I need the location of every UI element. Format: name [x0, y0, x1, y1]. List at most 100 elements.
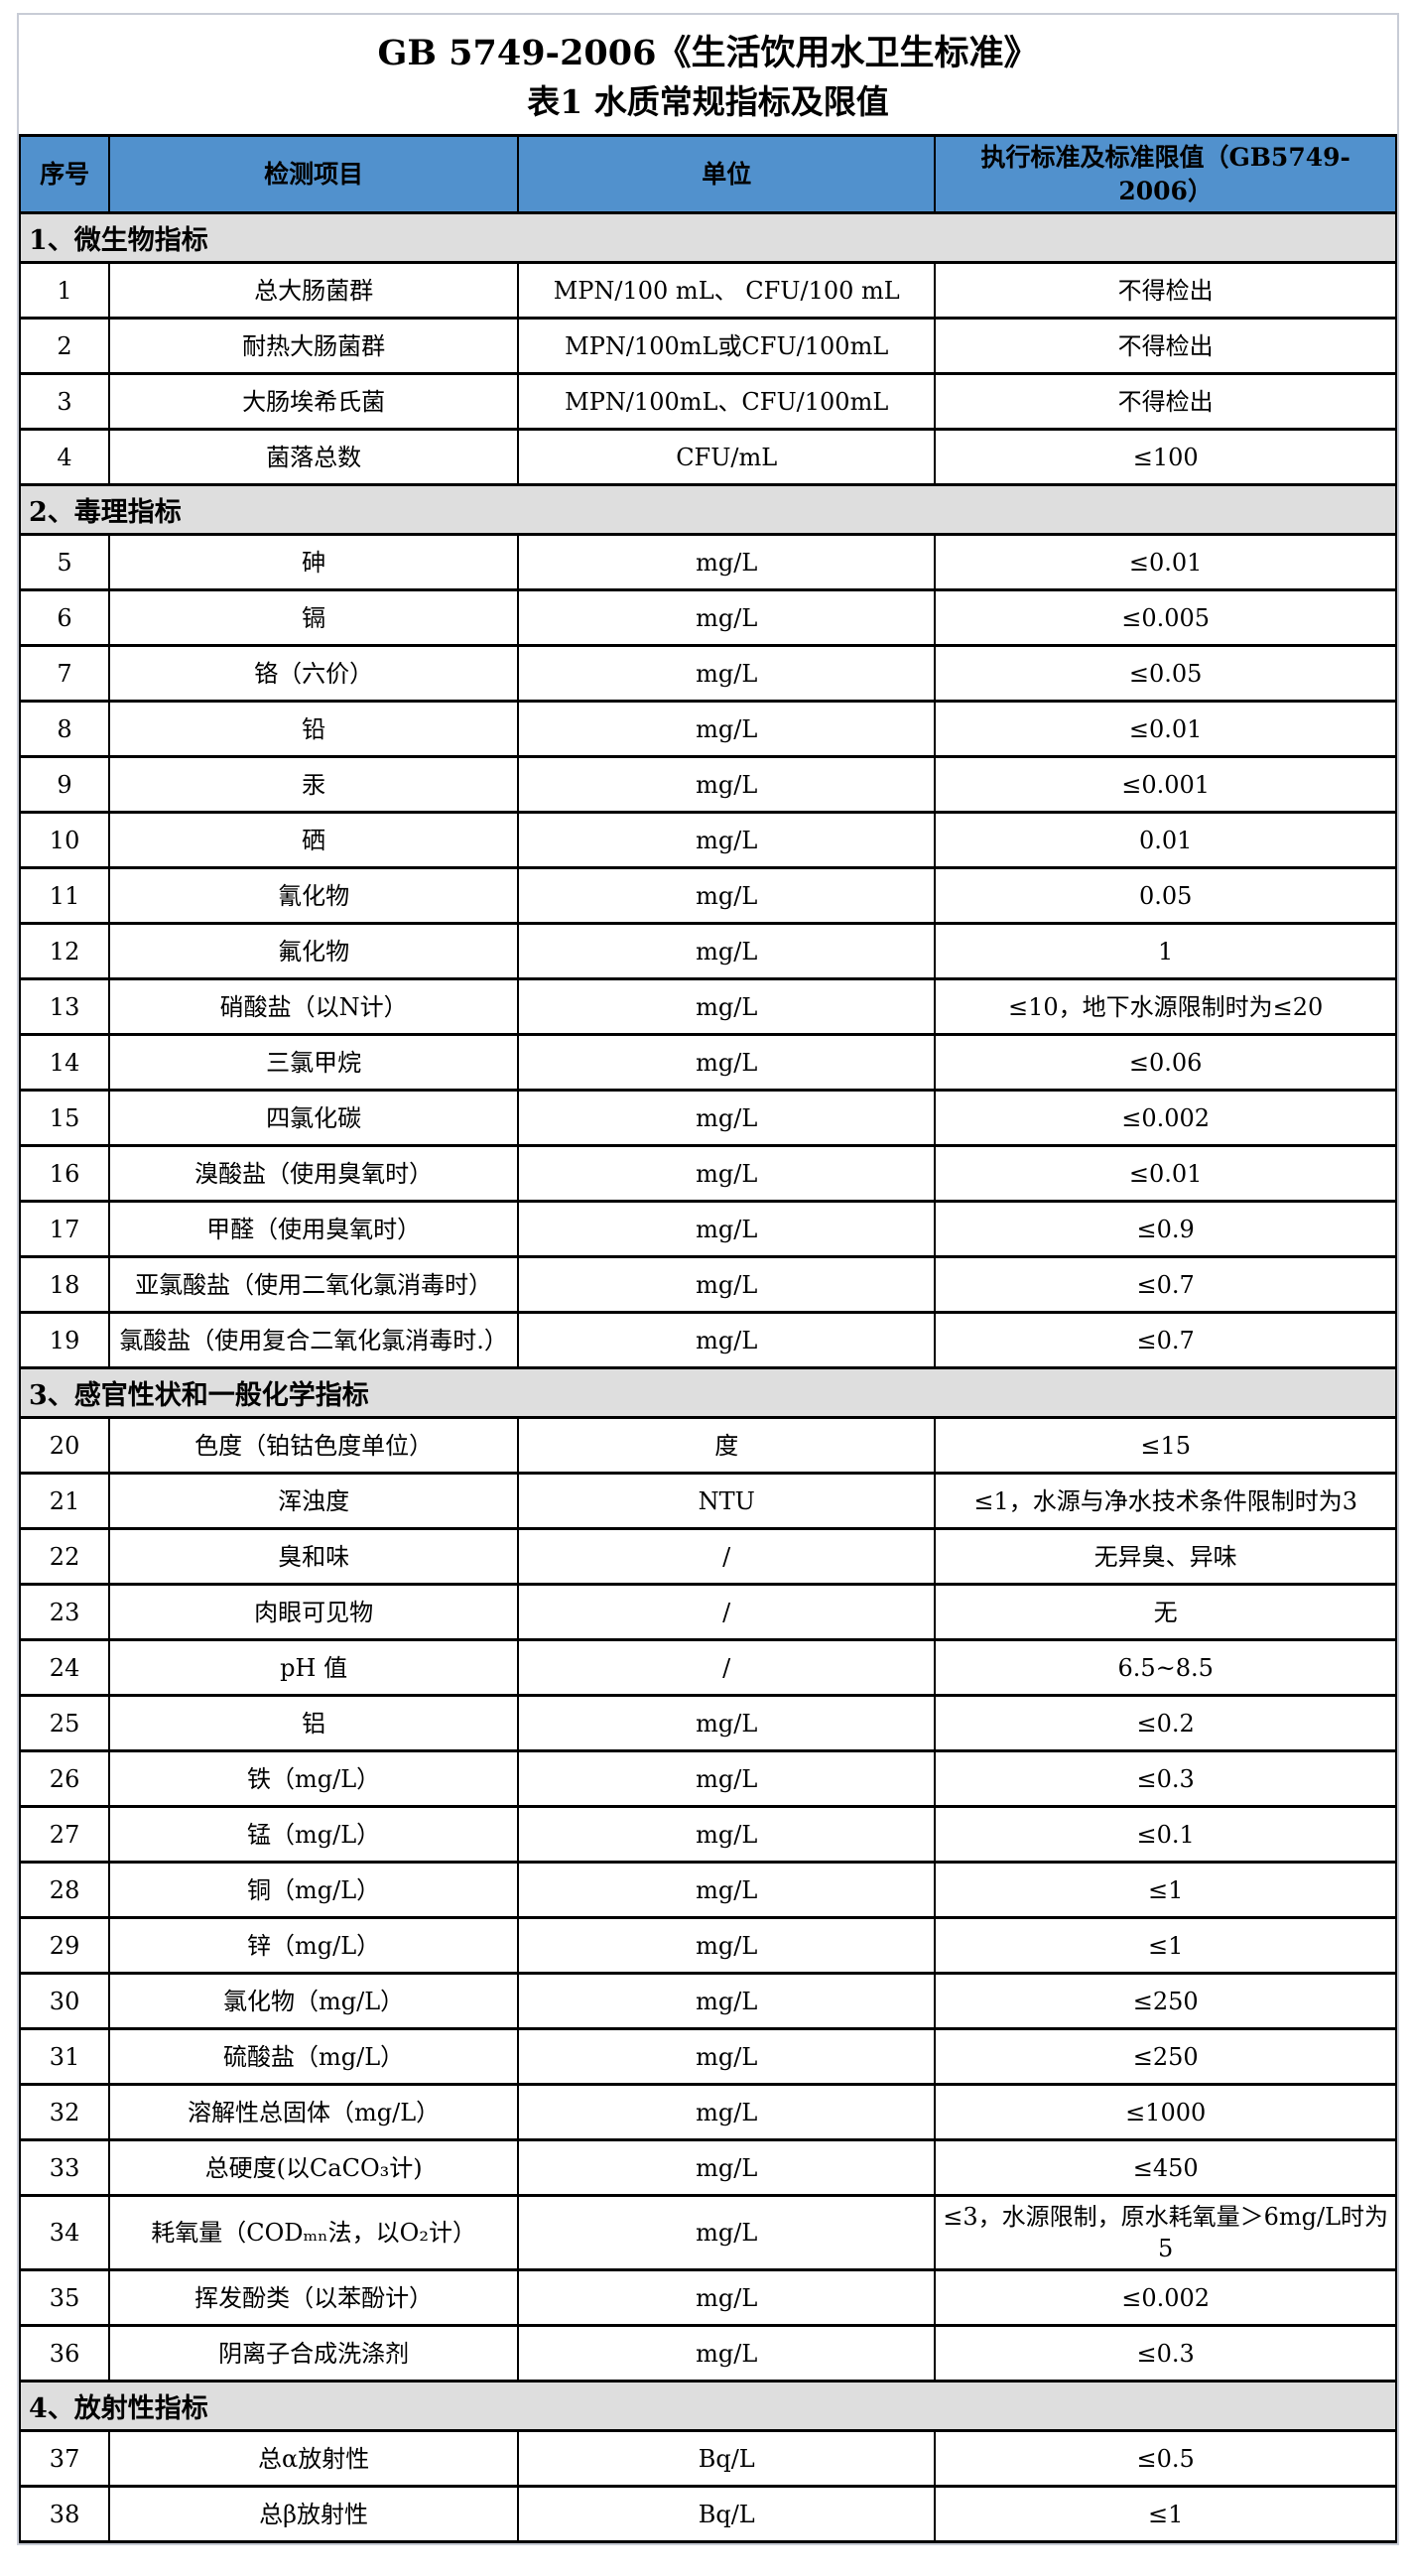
table-row: 14 三氯甲烷 mg/L ≤0.06	[18, 1033, 1397, 1092]
row-item: 铁（mg/L）	[108, 1749, 520, 1808]
table-row: 1 总大肠菌群 MPN/100 mL、 CFU/100 mL 不得检出	[18, 261, 1397, 320]
section-row: 1、微生物指标	[19, 211, 1397, 264]
row-unit: mg/L	[517, 1749, 937, 1808]
row-limit: ≤3，水源限制，原水耗氧量＞6mg/L时为5	[934, 2194, 1397, 2271]
row-unit: mg/L	[517, 1805, 937, 1864]
row-item: 耗氧量（CODₘₙ法，以O₂计）	[108, 2194, 520, 2271]
row-item: 总β放射性	[108, 2485, 520, 2543]
row-index: 16	[18, 1144, 111, 1203]
row-index: 1	[18, 261, 111, 320]
table-row: 8 铅 mg/L ≤0.01	[18, 700, 1397, 758]
section-row: 4、放射性指标	[19, 2380, 1397, 2432]
row-index: 36	[18, 2324, 111, 2383]
row-index: 23	[18, 1583, 111, 1641]
table-row: 23 肉眼可见物 / 无	[18, 1583, 1397, 1641]
table-row: 32 溶解性总固体（mg/L） mg/L ≤1000	[18, 2083, 1397, 2141]
row-unit: mg/L	[517, 533, 937, 591]
table-row: 5 砷 mg/L ≤0.01	[18, 533, 1397, 591]
row-item: pH 值	[108, 1638, 520, 1697]
row-limit: ≤0.9	[934, 1200, 1397, 1258]
table-row: 36 阴离子合成洗涤剂 mg/L ≤0.3	[18, 2324, 1397, 2383]
row-unit: Bq/L	[517, 2429, 937, 2488]
sheet-frame: GB 5749-2006《生活饮用水卫生标准》 表1 水质常规指标及限值 序号 …	[17, 13, 1399, 2545]
row-index: 19	[18, 1311, 111, 1369]
table-row: 28 铜（mg/L） mg/L ≤1	[18, 1861, 1397, 1919]
row-limit: 0.05	[934, 866, 1397, 925]
row-index: 4	[18, 428, 111, 486]
row-limit: 1	[934, 922, 1397, 980]
section-row: 2、毒理指标	[19, 483, 1397, 536]
row-item: 铜（mg/L）	[108, 1861, 520, 1919]
row-item: 铬（六价）	[108, 644, 520, 703]
row-unit: mg/L	[517, 644, 937, 703]
row-limit: ≤1，水源与净水技术条件限制时为3	[934, 1472, 1397, 1530]
row-item: 硫酸盐（mg/L）	[108, 2027, 520, 2086]
row-item: 耐热大肠菌群	[108, 317, 520, 375]
row-unit: Bq/L	[517, 2485, 937, 2543]
table-row: 29 锌（mg/L） mg/L ≤1	[18, 1916, 1397, 1975]
row-unit: mg/L	[517, 1255, 937, 1314]
row-limit: ≤10，地下水源限制时为≤20	[934, 977, 1397, 1036]
row-item: 镉	[108, 588, 520, 647]
row-limit: ≤0.3	[934, 2324, 1397, 2383]
row-item: 溴酸盐（使用臭氧时）	[108, 1144, 520, 1203]
row-index: 14	[18, 1033, 111, 1092]
table-row: 12 氟化物 mg/L 1	[18, 922, 1397, 980]
row-index: 25	[18, 1694, 111, 1752]
row-index: 22	[18, 1527, 111, 1586]
row-unit: 度	[517, 1416, 937, 1475]
row-unit: CFU/mL	[517, 428, 937, 486]
row-unit: mg/L	[517, 2027, 937, 2086]
row-limit: ≤0.06	[934, 1033, 1397, 1092]
row-index: 13	[18, 977, 111, 1036]
section-label: 4、放射性指标	[19, 2380, 1397, 2432]
table-row: 10 硒 mg/L 0.01	[18, 811, 1397, 869]
row-unit: MPN/100 mL、 CFU/100 mL	[517, 261, 937, 320]
table-row: 7 铬（六价） mg/L ≤0.05	[18, 644, 1397, 703]
table-row: 15 四氯化碳 mg/L ≤0.002	[18, 1089, 1397, 1147]
table-row: 17 甲醛（使用臭氧时） mg/L ≤0.9	[18, 1200, 1397, 1258]
row-unit: NTU	[517, 1472, 937, 1530]
row-index: 27	[18, 1805, 111, 1864]
row-limit: 无	[934, 1583, 1397, 1641]
row-unit: mg/L	[517, 1144, 937, 1203]
row-index: 3	[18, 372, 111, 431]
row-limit: ≤0.01	[934, 700, 1397, 758]
row-index: 9	[18, 755, 111, 814]
row-limit: ≤1	[934, 1916, 1397, 1975]
table-row: 37 总α放射性 Bq/L ≤0.5	[18, 2429, 1397, 2488]
row-index: 7	[18, 644, 111, 703]
row-unit: mg/L	[517, 2324, 937, 2383]
row-unit: /	[517, 1638, 937, 1697]
row-limit: ≤450	[934, 2138, 1397, 2197]
table-row: 30 氯化物（mg/L） mg/L ≤250	[18, 1972, 1397, 2030]
row-item: 硒	[108, 811, 520, 869]
row-index: 17	[18, 1200, 111, 1258]
row-index: 6	[18, 588, 111, 647]
row-index: 2	[18, 317, 111, 375]
row-limit: ≤0.05	[934, 644, 1397, 703]
row-limit: ≤0.7	[934, 1255, 1397, 1314]
row-item: 锌（mg/L）	[108, 1916, 520, 1975]
row-item: 氰化物	[108, 866, 520, 925]
table-row: 9 汞 mg/L ≤0.001	[18, 755, 1397, 814]
row-index: 5	[18, 533, 111, 591]
row-unit: mg/L	[517, 1033, 937, 1092]
row-item: 甲醛（使用臭氧时）	[108, 1200, 520, 1258]
table-row: 31 硫酸盐（mg/L） mg/L ≤250	[18, 2027, 1397, 2086]
row-index: 29	[18, 1916, 111, 1975]
row-limit: ≤250	[934, 2027, 1397, 2086]
row-unit: MPN/100mL或CFU/100mL	[517, 317, 937, 375]
row-item: 氯酸盐（使用复合二氧化氯消毒时.）	[108, 1311, 520, 1369]
row-index: 37	[18, 2429, 111, 2488]
row-limit: ≤1	[934, 1861, 1397, 1919]
row-limit: ≤0.2	[934, 1694, 1397, 1752]
table-row: 26 铁（mg/L） mg/L ≤0.3	[18, 1749, 1397, 1808]
row-limit: ≤15	[934, 1416, 1397, 1475]
header-row: 序号 检测项目 单位 执行标准及标准限值（GB5749-2006）	[18, 134, 1397, 214]
row-index: 28	[18, 1861, 111, 1919]
row-limit: ≤1000	[934, 2083, 1397, 2141]
section-label: 1、微生物指标	[19, 211, 1397, 264]
row-item: 肉眼可见物	[108, 1583, 520, 1641]
table-row: 27 锰（mg/L） mg/L ≤0.1	[18, 1805, 1397, 1864]
